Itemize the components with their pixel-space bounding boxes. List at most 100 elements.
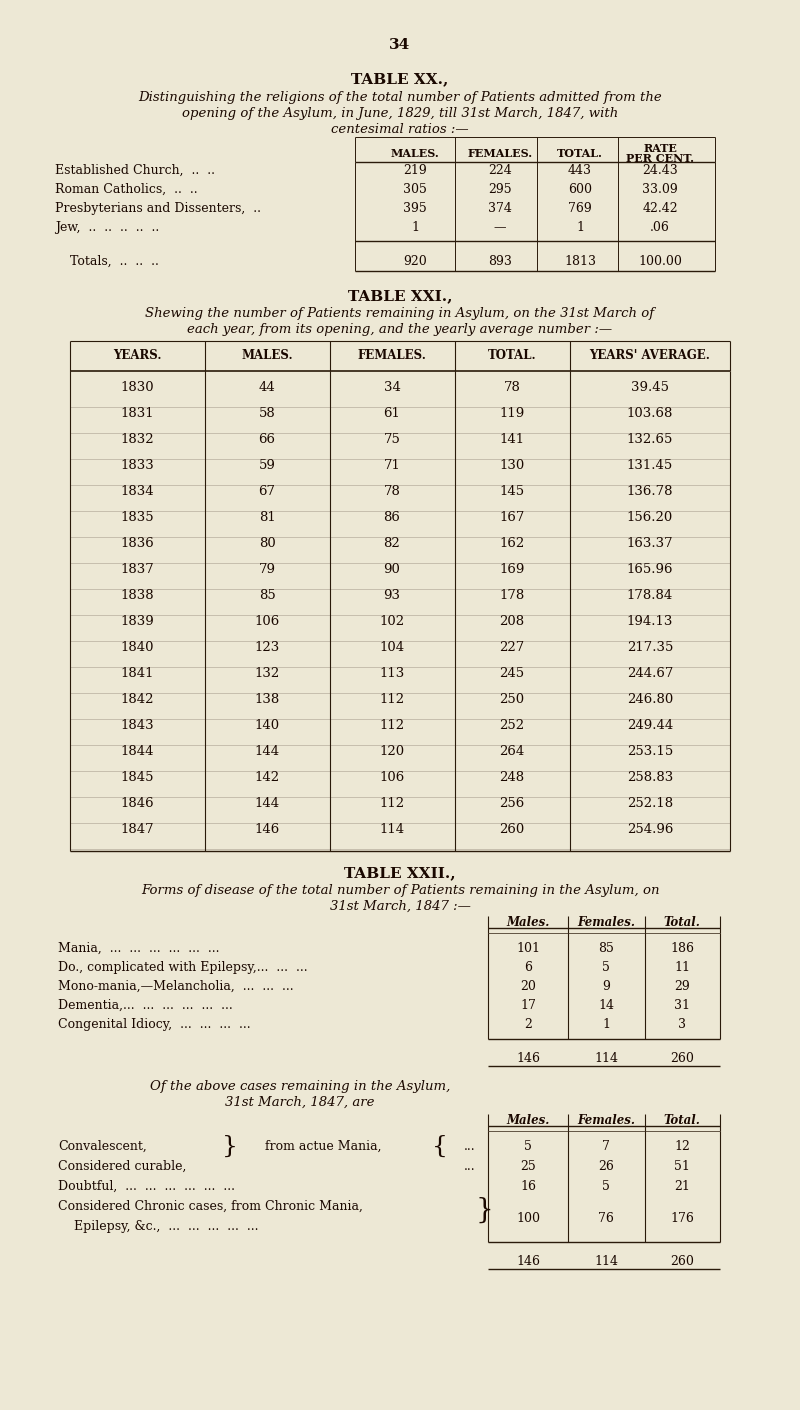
Text: 119: 119 [499, 407, 525, 420]
Text: Dementia,...  ...  ...  ...  ...  ...: Dementia,... ... ... ... ... ... [58, 1000, 233, 1012]
Text: MALES.: MALES. [390, 148, 439, 159]
Text: 254.96: 254.96 [627, 823, 673, 836]
Text: 264: 264 [499, 744, 525, 759]
Text: 132: 132 [254, 667, 280, 680]
Text: 145: 145 [499, 485, 525, 498]
Text: 17: 17 [520, 1000, 536, 1012]
Text: 1844: 1844 [120, 744, 154, 759]
Text: 131.45: 131.45 [627, 460, 673, 472]
Text: 1: 1 [411, 221, 419, 234]
Text: 1813: 1813 [564, 255, 596, 268]
Text: 44: 44 [258, 381, 275, 393]
Text: 29: 29 [674, 980, 690, 993]
Text: 141: 141 [499, 433, 525, 446]
Text: 12: 12 [674, 1141, 690, 1153]
Text: 260: 260 [499, 823, 525, 836]
Text: 252.18: 252.18 [627, 797, 673, 809]
Text: FEMALES.: FEMALES. [358, 350, 426, 362]
Text: 1843: 1843 [120, 719, 154, 732]
Text: 144: 144 [254, 797, 279, 809]
Text: 114: 114 [594, 1255, 618, 1268]
Text: Roman Catholics,  ..  ..: Roman Catholics, .. .. [55, 183, 198, 196]
Text: centesimal ratios :—: centesimal ratios :— [331, 123, 469, 135]
Text: TOTAL.: TOTAL. [488, 350, 536, 362]
Text: 102: 102 [379, 615, 405, 627]
Text: 81: 81 [258, 510, 275, 525]
Text: ...: ... [464, 1160, 476, 1173]
Text: Males.: Males. [506, 1114, 550, 1127]
Text: 219: 219 [403, 164, 427, 178]
Text: 252: 252 [499, 719, 525, 732]
Text: 106: 106 [379, 771, 405, 784]
Text: Distinguishing the religions of the total number of Patients admitted from the: Distinguishing the religions of the tota… [138, 92, 662, 104]
Text: —: — [494, 221, 506, 234]
Text: 76: 76 [598, 1213, 614, 1225]
Text: 104: 104 [379, 642, 405, 654]
Text: 169: 169 [499, 563, 525, 577]
Text: 260: 260 [670, 1052, 694, 1065]
Text: 1841: 1841 [120, 667, 154, 680]
Text: 59: 59 [258, 460, 275, 472]
Text: 5: 5 [602, 962, 610, 974]
Text: 85: 85 [598, 942, 614, 955]
Text: 162: 162 [499, 537, 525, 550]
Text: Mania,  ...  ...  ...  ...  ...  ...: Mania, ... ... ... ... ... ... [58, 942, 219, 955]
Text: 31st March, 1847 :—: 31st March, 1847 :— [330, 900, 470, 914]
Text: Females.: Females. [577, 916, 635, 929]
Text: TABLE XXII.,: TABLE XXII., [344, 866, 456, 880]
Text: 101: 101 [516, 942, 540, 955]
Text: 33.09: 33.09 [642, 183, 678, 196]
Text: 443: 443 [568, 164, 592, 178]
Text: 1836: 1836 [120, 537, 154, 550]
Text: Total.: Total. [663, 1114, 701, 1127]
Text: Males.: Males. [506, 916, 550, 929]
Text: 295: 295 [488, 183, 512, 196]
Text: Forms of disease of the total number of Patients remaining in the Asylum, on: Forms of disease of the total number of … [141, 884, 659, 897]
Text: 217.35: 217.35 [627, 642, 673, 654]
Text: 1832: 1832 [120, 433, 154, 446]
Text: 100: 100 [516, 1213, 540, 1225]
Text: 100.00: 100.00 [638, 255, 682, 268]
Text: 893: 893 [488, 255, 512, 268]
Text: 120: 120 [379, 744, 405, 759]
Text: 11: 11 [674, 962, 690, 974]
Text: 78: 78 [383, 485, 401, 498]
Text: TABLE XXI.,: TABLE XXI., [348, 289, 452, 303]
Text: 256: 256 [499, 797, 525, 809]
Text: 5: 5 [524, 1141, 532, 1153]
Text: 112: 112 [379, 719, 405, 732]
Text: Females.: Females. [577, 1114, 635, 1127]
Text: Considered Chronic cases, from Chronic Mania,: Considered Chronic cases, from Chronic M… [58, 1200, 363, 1213]
Text: Convalescent,: Convalescent, [58, 1141, 146, 1153]
Text: 78: 78 [503, 381, 521, 393]
Text: 24.43: 24.43 [642, 164, 678, 178]
Text: 194.13: 194.13 [627, 615, 673, 627]
Text: 769: 769 [568, 202, 592, 214]
Text: 1842: 1842 [120, 692, 154, 706]
Text: 25: 25 [520, 1160, 536, 1173]
Text: 1845: 1845 [120, 771, 154, 784]
Text: each year, from its opening, and the yearly average number :—: each year, from its opening, and the yea… [187, 323, 613, 336]
Text: 103.68: 103.68 [627, 407, 673, 420]
Text: 20: 20 [520, 980, 536, 993]
Text: 1830: 1830 [120, 381, 154, 393]
Text: 227: 227 [499, 642, 525, 654]
Text: 1831: 1831 [120, 407, 154, 420]
Text: 16: 16 [520, 1180, 536, 1193]
Text: TABLE XX.,: TABLE XX., [351, 72, 449, 86]
Text: Of the above cases remaining in the Asylum,: Of the above cases remaining in the Asyl… [150, 1080, 450, 1093]
Text: 1846: 1846 [120, 797, 154, 809]
Text: 1839: 1839 [120, 615, 154, 627]
Text: Presbyterians and Dissenters,  ..: Presbyterians and Dissenters, .. [55, 202, 261, 214]
Text: 86: 86 [383, 510, 401, 525]
Text: 112: 112 [379, 692, 405, 706]
Text: 51: 51 [674, 1160, 690, 1173]
Text: 208: 208 [499, 615, 525, 627]
Text: 176: 176 [670, 1213, 694, 1225]
Text: Doubtful,  ...  ...  ...  ...  ...  ...: Doubtful, ... ... ... ... ... ... [58, 1180, 235, 1193]
Text: 93: 93 [383, 589, 401, 602]
Text: 246.80: 246.80 [627, 692, 673, 706]
Text: 67: 67 [258, 485, 275, 498]
Text: 85: 85 [258, 589, 275, 602]
Text: 156.20: 156.20 [627, 510, 673, 525]
